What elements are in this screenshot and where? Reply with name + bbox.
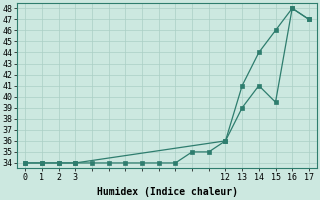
- X-axis label: Humidex (Indice chaleur): Humidex (Indice chaleur): [97, 187, 237, 197]
